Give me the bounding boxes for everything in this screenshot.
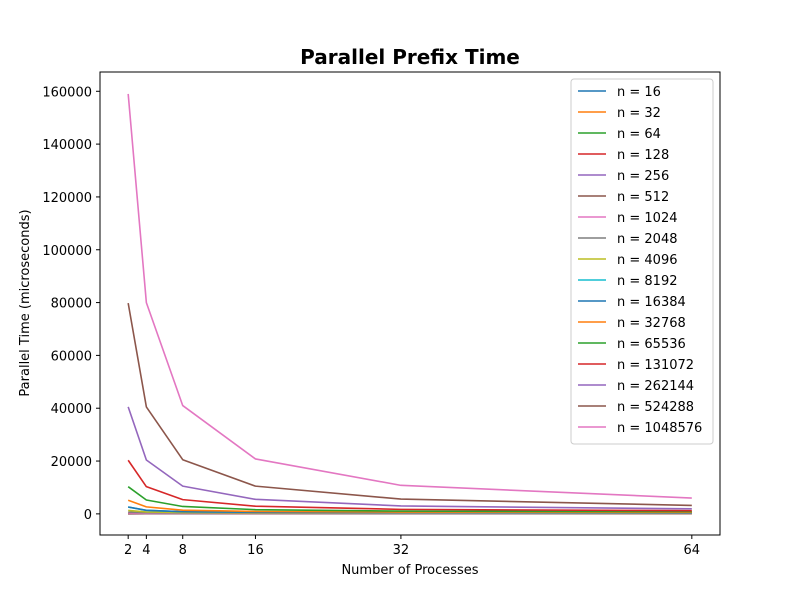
y-tick-label: 0 <box>84 508 92 523</box>
y-tick-label: 40000 <box>51 402 92 417</box>
y-tick-label: 100000 <box>42 244 92 259</box>
legend-label-3: n = 128 <box>617 148 669 163</box>
y-tick-label: 140000 <box>42 138 92 153</box>
legend-label-4: n = 256 <box>617 169 669 184</box>
legend-label-16: n = 1048576 <box>617 421 702 436</box>
series-line-15 <box>127 302 692 507</box>
x-axis-label: Number of Processes <box>341 563 478 578</box>
series-line-14 <box>127 406 692 510</box>
legend-label-8: n = 4096 <box>617 253 677 268</box>
y-axis-label: Parallel Time (microseconds) <box>18 209 33 396</box>
series-line-11 <box>127 499 692 514</box>
series-line-16 <box>127 93 692 499</box>
x-tick-label: 32 <box>393 543 410 558</box>
legend-label-12: n = 65536 <box>617 337 686 352</box>
legend-label-0: n = 16 <box>617 85 661 100</box>
legend-label-14: n = 262144 <box>617 379 694 394</box>
x-tick-label: 2 <box>124 543 132 558</box>
series-line-12 <box>127 486 692 513</box>
legend-box <box>570 78 714 445</box>
legend-label-7: n = 2048 <box>617 232 677 247</box>
y-tick-label: 20000 <box>51 455 92 470</box>
legend-label-15: n = 524288 <box>617 400 694 415</box>
legend-label-11: n = 32768 <box>617 316 686 331</box>
y-tick-label: 60000 <box>51 349 92 364</box>
x-tick-label: 4 <box>142 543 150 558</box>
legend: n = 16 n = 32 n = 64 n = 128 n = 256 n = 512 n… <box>570 78 714 445</box>
legend-label-13: n = 131072 <box>617 358 694 373</box>
y-tick-label: 160000 <box>42 85 92 100</box>
series-layer <box>127 93 692 515</box>
chart-title: Parallel Prefix Time <box>300 45 520 69</box>
axes-layer: 2 4 8 16 32 64 0 20000 40000 60000 80000 100000 1200… <box>42 71 721 558</box>
y-tick-label: 120000 <box>42 191 92 206</box>
legend-label-6: n = 1024 <box>617 211 677 226</box>
axes-frame <box>99 71 721 536</box>
legend-label-2: n = 64 <box>617 127 661 142</box>
legend-label-10: n = 16384 <box>617 295 686 310</box>
x-tick-label: 8 <box>179 543 187 558</box>
legend-label-5: n = 512 <box>617 190 669 205</box>
x-tick-label: 64 <box>684 543 701 558</box>
y-tick-label: 80000 <box>51 297 92 312</box>
x-tick-label: 16 <box>247 543 264 558</box>
legend-label-1: n = 32 <box>617 106 661 121</box>
legend-label-9: n = 8192 <box>617 274 677 289</box>
series-line-13 <box>127 459 692 512</box>
